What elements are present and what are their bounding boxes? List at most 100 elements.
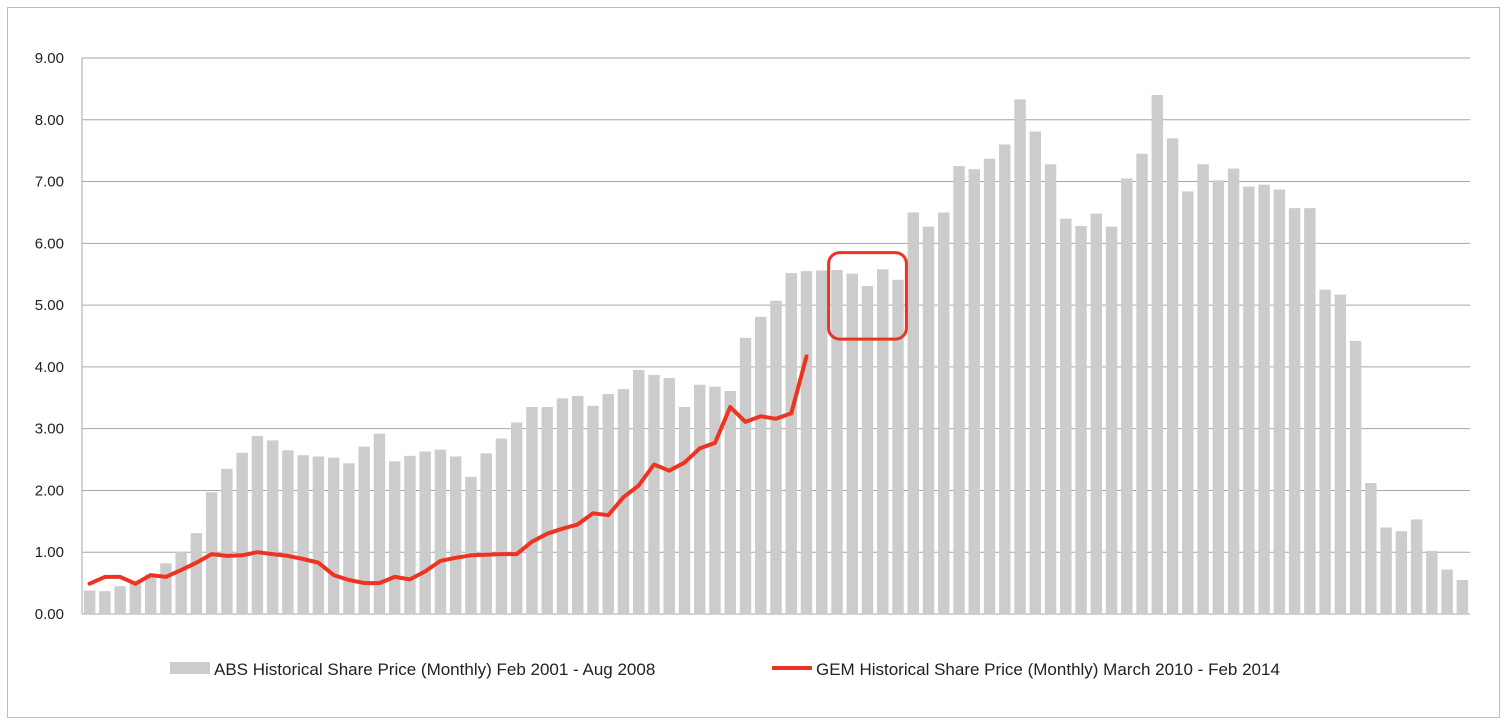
annotation-layer <box>827 251 908 341</box>
abs-bar <box>373 433 386 614</box>
abs-bar <box>846 273 858 614</box>
abs-bar <box>678 407 691 614</box>
abs-bar <box>510 422 523 614</box>
abs-bar <box>129 581 142 614</box>
abs-bar <box>1166 138 1179 615</box>
abs-bar <box>236 452 248 614</box>
highlight-annotation-box <box>827 251 908 341</box>
abs-bar <box>1121 178 1133 614</box>
abs-bar <box>877 269 889 614</box>
y-tick-label: 5.00 <box>35 297 64 314</box>
abs-bar <box>434 449 447 614</box>
abs-bar <box>312 456 325 614</box>
abs-bar <box>755 316 767 614</box>
y-tick-label: 9.00 <box>35 50 64 67</box>
abs-bar <box>343 463 355 614</box>
abs-bar <box>541 407 553 614</box>
abs-bar <box>724 390 736 614</box>
abs-bar <box>1212 180 1225 614</box>
abs-bar <box>571 395 584 614</box>
y-tick-label: 4.00 <box>35 359 64 376</box>
abs-bar <box>358 446 370 614</box>
abs-bar <box>404 455 416 614</box>
abs-bar <box>1395 531 1408 614</box>
abs-bar <box>160 563 172 614</box>
legend: ABS Historical Share Price (Monthly) Feb… <box>170 660 1280 679</box>
abs-bar <box>1288 208 1301 614</box>
abs-bar <box>1227 168 1240 615</box>
abs-bar <box>968 169 981 614</box>
abs-bar <box>144 574 157 614</box>
abs-bar <box>495 438 508 614</box>
abs-bar <box>480 453 492 614</box>
abs-bars <box>83 95 1469 615</box>
abs-bar <box>999 144 1011 614</box>
abs-bar <box>1151 95 1164 615</box>
abs-bar <box>1410 519 1423 614</box>
abs-bar <box>861 285 874 614</box>
abs-bar <box>922 226 935 615</box>
y-axis-tick-labels: 0.00 1.00 2.00 3.00 4.00 5.00 6.00 7.00 8.00 9.00 <box>35 50 64 623</box>
abs-bar <box>907 212 919 614</box>
abs-bar <box>663 378 675 614</box>
legend-swatch-abs <box>170 662 210 674</box>
abs-bar <box>266 440 279 614</box>
abs-bar <box>465 476 477 614</box>
abs-bar <box>1334 294 1347 614</box>
abs-bar <box>1044 164 1057 614</box>
abs-bar <box>190 533 203 614</box>
abs-bar <box>175 551 187 614</box>
abs-bar <box>1060 218 1072 614</box>
abs-bar <box>1090 213 1103 614</box>
abs-bar <box>633 369 645 614</box>
abs-bar <box>983 158 996 614</box>
abs-bar <box>617 389 630 614</box>
abs-bar <box>1273 189 1286 614</box>
abs-bar <box>602 394 614 614</box>
abs-bar <box>694 384 706 614</box>
abs-bar <box>556 398 569 614</box>
abs-bar <box>892 279 904 614</box>
legend-label-gem: GEM Historical Share Price (Monthly) Mar… <box>816 660 1280 679</box>
abs-bar <box>1105 226 1118 615</box>
abs-bar <box>1349 340 1362 614</box>
abs-bar <box>1243 186 1255 614</box>
abs-bar <box>739 337 752 614</box>
abs-bar <box>800 271 813 614</box>
abs-bar <box>221 468 233 614</box>
y-tick-label: 6.00 <box>35 235 64 252</box>
abs-bar <box>1136 153 1148 614</box>
abs-bar <box>419 451 431 614</box>
y-tick-label: 1.00 <box>35 544 64 561</box>
abs-bar <box>327 457 340 614</box>
abs-bar <box>1029 131 1042 614</box>
abs-bar <box>1075 226 1087 614</box>
abs-bar <box>1441 569 1453 614</box>
y-tick-label: 7.00 <box>35 174 64 191</box>
abs-bar <box>1014 99 1026 614</box>
abs-bar <box>1197 164 1209 614</box>
abs-bar <box>282 450 294 614</box>
abs-bar <box>1258 184 1270 614</box>
abs-bar <box>297 455 309 614</box>
abs-bar <box>99 591 111 614</box>
abs-bar <box>816 270 828 614</box>
y-tick-label: 0.00 <box>35 606 64 623</box>
abs-bar <box>1182 191 1194 614</box>
abs-bar <box>388 461 401 614</box>
abs-bar <box>114 586 126 614</box>
y-tick-label: 3.00 <box>35 421 64 438</box>
abs-bar <box>1456 580 1469 614</box>
gem-line-layer <box>87 354 809 586</box>
abs-bar <box>83 590 96 614</box>
gem-line <box>87 354 809 586</box>
abs-bar <box>251 436 264 614</box>
abs-bar <box>526 407 538 614</box>
abs-bar <box>953 166 965 614</box>
legend-label-abs: ABS Historical Share Price (Monthly) Feb… <box>214 660 655 679</box>
abs-bar <box>831 269 843 614</box>
abs-bar <box>785 272 797 614</box>
y-tick-label: 2.00 <box>35 482 64 499</box>
abs-bar <box>709 386 721 614</box>
